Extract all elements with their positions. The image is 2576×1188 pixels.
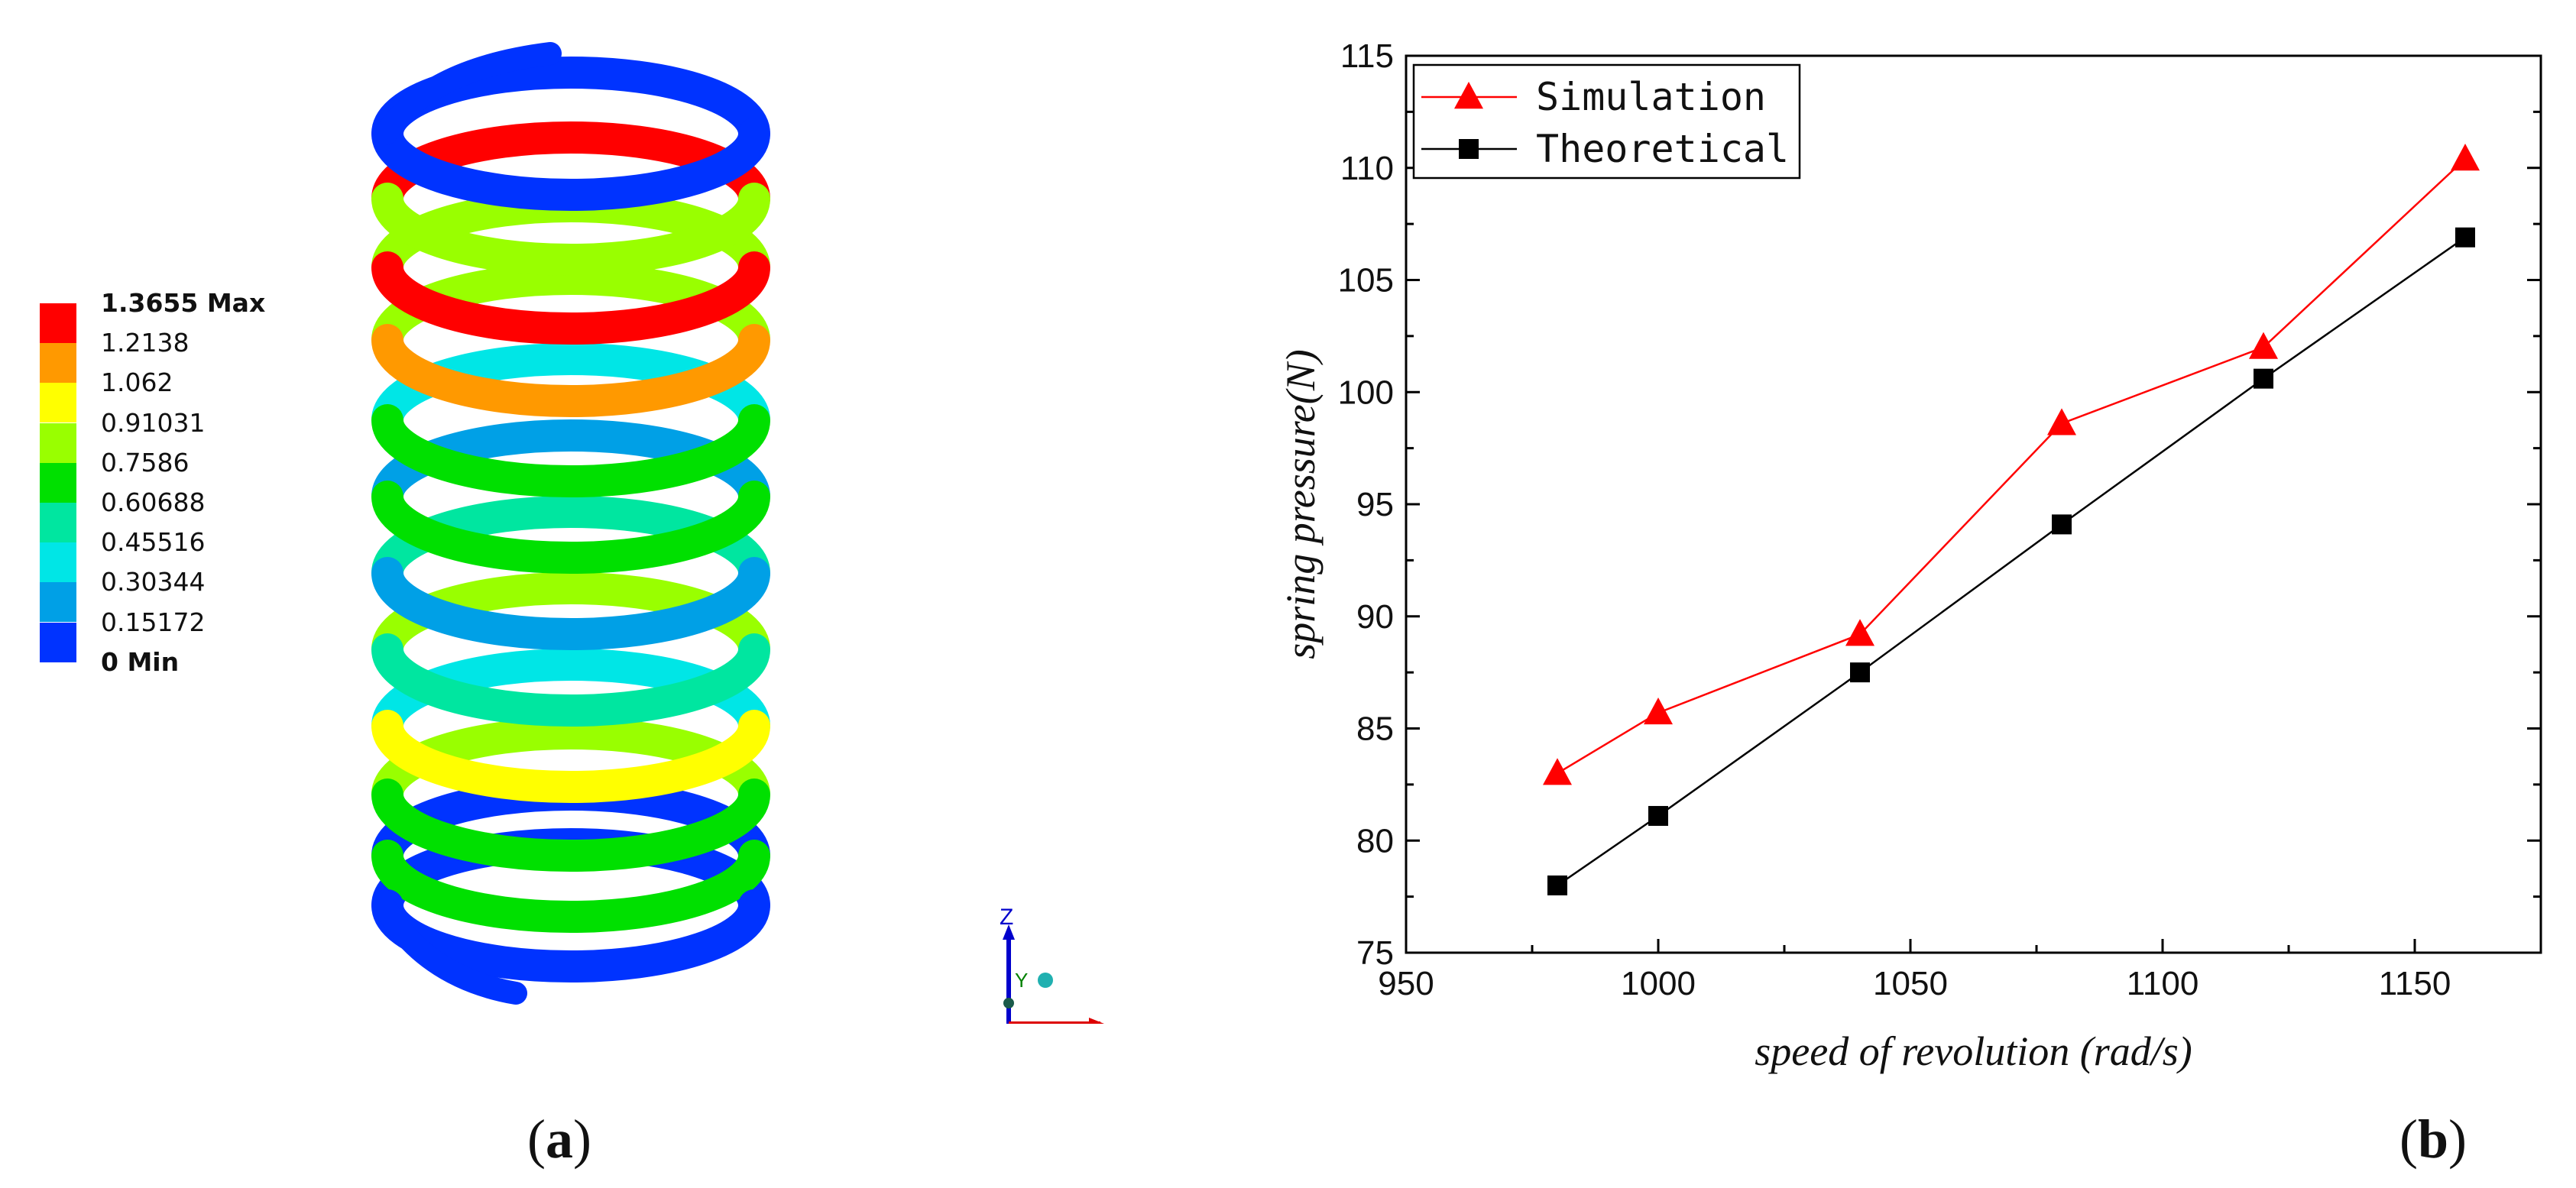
y-tick-label: 75 [1356,934,1394,972]
data-point [1845,619,1874,646]
spring-coil-front [371,324,770,417]
x-tick-label: 1150 [2379,965,2451,1002]
triad-z-arrow [1003,924,1015,940]
data-point [1850,662,1870,683]
y-tick-label: 95 [1356,486,1394,523]
x-tick-label: 1100 [2127,965,2199,1002]
colorbar-band [40,462,76,503]
spring-coil-back [371,572,770,665]
spring-coil-back [371,649,770,742]
panel-b-chart: 950 1000 1050 1100 1150 75 80 85 90 95 100 105 110 11… [1223,0,2576,1188]
colorbar-label: 0.91031 [101,407,206,438]
y-tick-label: 90 [1356,598,1394,636]
spring-coil-back [371,496,770,589]
colorbar-label: 0.7586 [101,447,190,477]
spring-coil-front [371,633,770,727]
colorbar-label: 0.15172 [101,607,206,637]
panel-a-spring-contour: 1.3655 Max 1.2138 1.062 0.91031 0.7586 0.6068… [0,0,1146,1170]
data-point [1648,805,1668,826]
data-point [1543,758,1572,785]
colorbar-label: 0.60688 [101,487,206,517]
colorbar-label: 1.2138 [101,328,190,358]
y-tick-label: 100 [1338,374,1394,411]
colorbar-band [40,343,76,384]
caption-b-letter: b [2417,1109,2449,1170]
spring-coil-front [371,710,770,803]
data-point [2455,227,2475,248]
spring-coil-front [371,557,770,650]
colorbar-label: 0 Min [101,646,180,677]
triad-x-arrow [1089,1018,1104,1024]
series-simulation [1543,144,2480,785]
caption-a: (a) [527,1108,591,1171]
spring-coil-back [371,419,770,513]
colorbar-band [40,383,76,423]
legend-box [1412,63,1801,180]
spring-coil-front [371,404,770,497]
colorbar-band [40,422,76,463]
colorbar-band [40,582,76,623]
legend-marker [1459,139,1479,159]
caption-a-letter: a [545,1109,573,1170]
x-tick-label: 950 [1378,965,1434,1002]
caption-a-open: ( [527,1109,546,1170]
data-point [2451,144,2480,171]
caption-b-close: ) [2448,1109,2467,1170]
data-point [1644,698,1673,725]
triad-sphere [1038,973,1053,988]
colorbar-band [40,622,76,662]
data-point [1547,875,1567,895]
triad-z-label: Z [1000,905,1013,930]
colorbar-band [40,503,76,542]
colorbar-band [40,303,76,343]
y-axis-label: spring pressure(N) [1278,349,1324,659]
coordinate-triad: Z Y X [1000,905,1104,1024]
line-chart: 950 1000 1050 1100 1150 75 80 85 90 95 100 105 110 11… [1278,37,2542,1074]
series-theoretical [1547,227,2475,895]
series-line [1557,158,2466,775]
colorbar-label: 0.30344 [101,567,206,597]
spring-coil-back [371,343,770,436]
spring-coil-front [371,481,770,574]
colorbar-label: 1.062 [101,367,173,398]
y-tick-label: 80 [1356,822,1394,859]
x-axis-label: speed of revolution (rad/s) [1755,1028,2192,1074]
colorbar-label: 0.45516 [101,527,206,558]
y-tick-label: 85 [1356,711,1394,748]
y-tick-label: 105 [1338,262,1394,299]
plot-frame [1405,54,2542,954]
data-point [2052,514,2072,535]
triad-y-label: Y [1015,969,1028,992]
spring-model-render [371,42,770,1005]
spring-top-tip [374,42,562,145]
spring-bottom-tip [374,898,527,1005]
legend-marker [1454,82,1483,109]
y-tick-label: 115 [1340,37,1394,75]
caption-b-open: ( [2399,1109,2418,1170]
spring-coil-front [371,840,770,933]
x-tick-label: 1050 [1873,965,1948,1002]
legend-label: Simulation [1536,75,1766,119]
spring-coil-front [371,779,770,872]
spring-front-half [371,118,770,982]
x-tick-label: 1000 [1621,965,1696,1002]
caption-a-close: ) [572,1109,591,1170]
data-point [2249,332,2278,359]
triad-origin [1003,998,1014,1008]
data-point [2254,368,2273,389]
spring-coil-front [371,118,770,211]
y-tick-label: 110 [1340,150,1394,187]
series-line [1557,236,2466,886]
data-point [2047,408,2076,435]
spring-coil-front [371,251,770,345]
colorbar-band [40,542,76,583]
colorbar-label: 1.3655 Max [101,288,266,318]
legend-label: Theoretical [1536,127,1789,171]
spring-coil-front [371,183,770,276]
caption-b: (b) [2399,1108,2467,1171]
